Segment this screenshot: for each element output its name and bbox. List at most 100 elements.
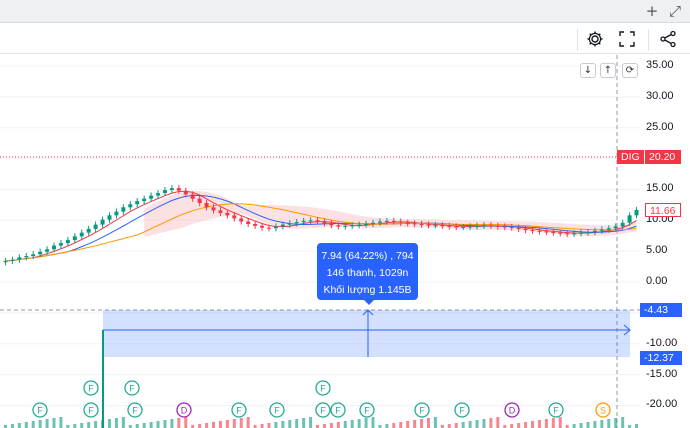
volume-bar: [59, 417, 63, 428]
event-marker: D: [176, 402, 192, 418]
event-marker: F: [315, 402, 331, 418]
candle-body: [537, 230, 542, 232]
event-marker: F: [124, 380, 140, 396]
candle-body: [634, 210, 639, 216]
volume-bar: [218, 421, 222, 428]
event-marker-label: F: [459, 406, 465, 416]
volume-bar: [31, 421, 35, 428]
volume-bar: [191, 425, 195, 428]
candle-body: [426, 224, 431, 226]
toolbar-divider: [577, 29, 578, 51]
candle-body: [329, 223, 334, 226]
candle-body: [371, 222, 376, 224]
candle-body: [613, 226, 618, 229]
candle-body: [599, 229, 604, 231]
settings-icon[interactable]: [582, 27, 608, 51]
volume-bar: [239, 418, 243, 428]
volume-bar: [586, 422, 590, 428]
event-marker: F: [32, 402, 48, 418]
volume-bar: [378, 425, 382, 428]
candle-body: [627, 215, 632, 223]
candle-body: [405, 222, 410, 224]
event-marker-label: F: [320, 384, 326, 394]
candle-body: [52, 245, 57, 250]
candle-body: [579, 232, 584, 234]
fullscreen-icon[interactable]: [614, 27, 640, 51]
candle-body: [558, 232, 563, 234]
volume-bar: [274, 422, 278, 428]
volume-bar: [184, 417, 188, 428]
volume-bar: [142, 423, 146, 428]
candle-body: [565, 233, 570, 235]
event-marker-label: F: [553, 406, 559, 416]
volume-bar: [212, 422, 216, 428]
scroll-down-button[interactable]: ↓: [580, 63, 596, 78]
volume-bar: [461, 422, 465, 428]
candle-body: [447, 225, 452, 227]
volume-bar: [537, 420, 541, 428]
event-marker-label: F: [132, 406, 138, 416]
candle-body: [419, 223, 424, 225]
event-marker-label: F: [320, 406, 326, 416]
range-vertical-arrow-head: [362, 309, 374, 316]
volume-bars: [3, 417, 639, 428]
volume-bar: [309, 417, 313, 428]
volume-bar: [121, 417, 125, 428]
candle-body: [162, 190, 167, 194]
candle-body: [294, 222, 299, 224]
scroll-up-button[interactable]: ↑: [600, 63, 616, 78]
candle-body: [218, 210, 223, 213]
chart-toolbar: [0, 22, 690, 54]
share-icon[interactable]: [655, 27, 681, 51]
candle-body: [364, 223, 369, 225]
candle-body: [24, 256, 29, 258]
event-marker-label: F: [335, 406, 341, 416]
volume-bar: [17, 423, 21, 428]
volume-bar: [281, 421, 285, 428]
volume-bar: [440, 425, 444, 428]
candle-body: [79, 232, 84, 237]
candle-body: [58, 243, 63, 246]
candle-body: [468, 226, 473, 228]
price-chart[interactable]: FFFDFFSFFFDFSFFFFF: [0, 55, 690, 428]
event-marker-circle: [176, 402, 192, 418]
event-marker-circle: [269, 402, 285, 418]
price-axis-tick: 30.00: [646, 89, 674, 102]
measure-volume: Khối lượng 1.145B: [323, 284, 412, 296]
price-axis-tick: 35.00: [646, 59, 674, 71]
volume-bar: [468, 421, 472, 428]
volume-bar: [302, 418, 306, 428]
price-axis-tick: 25.00: [646, 120, 674, 133]
price-axis-tick: 15.00: [646, 182, 674, 195]
event-marker-label: F: [129, 384, 135, 394]
volume-bar: [198, 424, 202, 428]
reset-chart-button[interactable]: ⟳: [622, 63, 638, 78]
volume-bar: [80, 423, 84, 428]
candle-body: [183, 190, 188, 195]
candle-body: [495, 225, 500, 227]
event-markers: FFFDFFSFFFDFSFFFFF: [32, 380, 611, 418]
volume-bar: [128, 425, 132, 428]
candle-body: [253, 223, 258, 226]
candle-body: [197, 198, 202, 204]
candle-body: [93, 224, 98, 229]
moving-average-line: [5, 203, 637, 262]
volume-bar: [607, 419, 611, 428]
volume-bar: [156, 421, 160, 428]
event-marker: F: [269, 402, 285, 418]
event-marker-label: F: [274, 406, 280, 416]
candle-body: [65, 240, 70, 244]
candle-body: [384, 220, 389, 222]
volume-bar: [635, 424, 639, 428]
candle-body: [502, 226, 507, 228]
candle-body: [176, 188, 181, 191]
event-marker-label: F: [364, 406, 370, 416]
volume-bar: [288, 420, 292, 428]
volume-bar: [73, 424, 77, 428]
volume-bar: [149, 422, 153, 428]
volume-bar: [628, 425, 632, 428]
add-tab-icon[interactable]: +: [645, 2, 659, 20]
expand-window-icon[interactable]: ⤢: [668, 2, 681, 20]
volume-bar: [329, 423, 333, 428]
candle-body: [350, 225, 355, 227]
